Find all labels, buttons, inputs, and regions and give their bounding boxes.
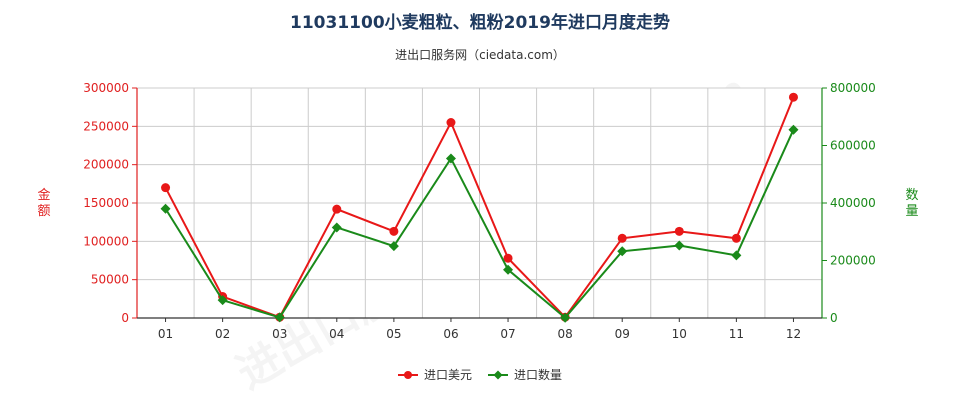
data-point-qty bbox=[788, 124, 799, 135]
left-tick-label: 200000 bbox=[83, 158, 129, 172]
series-line-qty bbox=[164, 129, 795, 320]
right-tick-label: 800000 bbox=[830, 81, 876, 95]
data-point-qty bbox=[160, 203, 171, 214]
left-tick-label: 250000 bbox=[83, 119, 129, 133]
x-tick-label: 06 bbox=[443, 327, 458, 341]
x-tick-label: 10 bbox=[672, 327, 687, 341]
data-point-qty bbox=[445, 153, 456, 164]
data-point-usd bbox=[161, 183, 171, 193]
right-tick-label: 600000 bbox=[830, 139, 876, 153]
data-point-usd bbox=[389, 226, 399, 236]
chart-title: 11031100小麦粗粒、粗粉2019年进口月度走势 bbox=[290, 13, 670, 33]
right-tick-label: 400000 bbox=[830, 196, 876, 210]
left-tick-label: 100000 bbox=[83, 234, 129, 248]
chart-subtitle: 进出口服务网（ciedata.com） bbox=[395, 48, 565, 62]
data-point-qty bbox=[560, 312, 571, 323]
x-tick-label: 01 bbox=[158, 327, 173, 341]
left-tick-label: 50000 bbox=[91, 273, 129, 287]
data-point-usd bbox=[503, 253, 513, 263]
data-point-usd bbox=[731, 233, 741, 243]
data-point-qty bbox=[617, 246, 628, 257]
data-point-qty bbox=[217, 295, 228, 306]
data-point-usd bbox=[788, 92, 798, 102]
data-point-qty bbox=[674, 240, 685, 251]
right-tick-label: 0 bbox=[830, 311, 838, 325]
left-tick-label: 150000 bbox=[83, 196, 129, 210]
data-point-usd bbox=[617, 233, 627, 243]
data-point-usd bbox=[446, 118, 456, 127]
legend-label-qty: 进口数量 bbox=[514, 367, 562, 382]
x-tick-label: 03 bbox=[272, 327, 287, 341]
x-tick-label: 04 bbox=[329, 327, 344, 341]
left-tick-label: 300000 bbox=[83, 81, 129, 95]
data-point-usd bbox=[332, 204, 342, 214]
data-point-usd bbox=[674, 226, 684, 236]
legend-marker-usd bbox=[404, 371, 412, 379]
data-point-qty bbox=[331, 222, 342, 233]
x-tick-label: 05 bbox=[386, 327, 401, 341]
left-tick-label: 0 bbox=[121, 311, 129, 325]
right-axis-title: 数量 bbox=[905, 188, 918, 219]
x-tick-label: 12 bbox=[786, 327, 801, 341]
data-point-qty bbox=[731, 250, 742, 261]
x-tick-label: 08 bbox=[557, 327, 572, 341]
left-axis-title: 金额 bbox=[37, 187, 50, 219]
legend-marker-qty bbox=[493, 370, 503, 380]
data-point-qty bbox=[274, 312, 285, 323]
x-tick-label: 09 bbox=[615, 327, 630, 341]
data-point-qty bbox=[503, 264, 514, 275]
right-tick-label: 200000 bbox=[830, 254, 876, 268]
data-point-qty bbox=[388, 241, 399, 252]
legend-label-usd: 进口美元 bbox=[424, 368, 472, 382]
x-tick-label: 11 bbox=[729, 327, 744, 341]
x-tick-label: 02 bbox=[215, 327, 230, 341]
x-tick-label: 07 bbox=[500, 327, 515, 341]
